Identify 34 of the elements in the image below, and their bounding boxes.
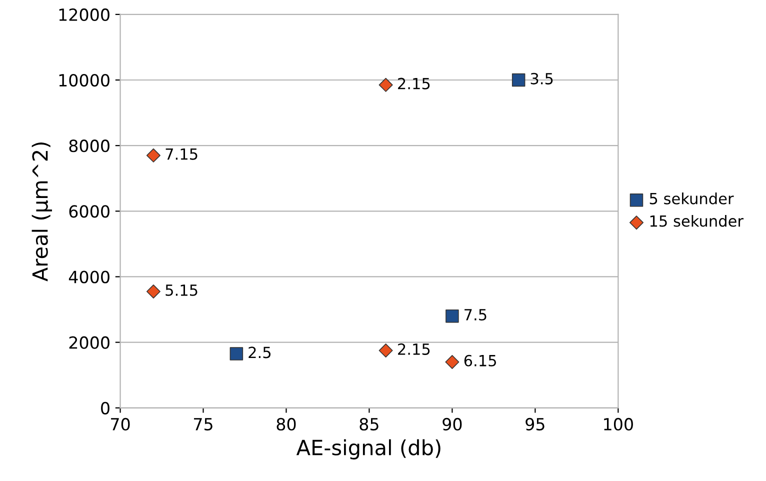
legend-label: 15 sekunder [650,214,744,227]
point [445,354,460,369]
x-tick-label: 80 [276,418,296,431]
point [378,344,393,358]
y-tick-label: 4000 [68,270,110,284]
y-axis-title: Areal (µm^2) [32,142,52,282]
y-tick-label: 2000 [69,336,110,349]
x-tick-label: 70 [111,418,130,431]
annotation: 5.15 [166,284,198,296]
annotation: 6.15 [464,354,496,366]
y-tick-label: 12000 [59,8,110,21]
annotation: 3.5 [530,72,553,84]
y-tick-label: 0 [101,402,110,414]
x-tick-label: 75 [194,418,212,431]
annotation: 7.15 [166,148,198,160]
y-tick-label: 6000 [69,205,110,218]
y-tick-label: 8000 [69,140,110,152]
point [230,347,244,360]
annotation: 7.5 [464,309,486,321]
x-tick-label: 90 [442,418,462,431]
x-tick-label: 85 [360,418,378,431]
annotation: 2.15 [398,78,430,90]
point [146,148,160,162]
point [146,284,160,298]
x-tick-label: 95 [526,418,544,431]
point [446,309,459,323]
x-tick-label: 100 [604,418,633,431]
y-tick-label: 10000 [59,74,110,87]
x-axis-title: AE-signal (db) [296,439,440,460]
annotation: 2.5 [248,346,271,358]
legend-label: 5 sekunder [650,192,734,204]
point [512,73,526,87]
point [378,78,393,92]
annotation: 2.15 [398,343,430,355]
